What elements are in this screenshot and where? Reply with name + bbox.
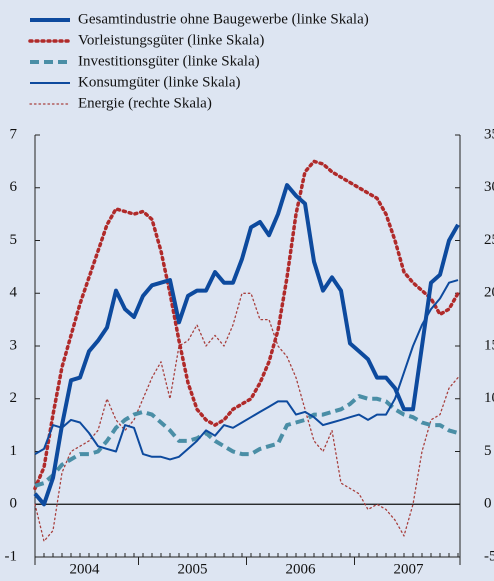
y2-tick-label: -5: [484, 548, 494, 564]
x-tick-label: 2005: [178, 561, 208, 577]
legend-label: Gesamtindustrie ohne Baugewerbe (linke S…: [78, 11, 369, 27]
y-tick-label: 1: [10, 443, 18, 459]
y-tick-label: 4: [10, 285, 18, 301]
y-tick-label: 5: [10, 232, 18, 248]
y-tick-label: 3: [10, 337, 18, 353]
y-tick-label: 7: [10, 126, 18, 142]
y2-tick-label: 0: [484, 496, 492, 512]
series-line: [34, 292, 459, 542]
y-tick-label: -1: [5, 548, 18, 564]
y-tick-label: 0: [10, 496, 18, 512]
series-line: [33, 159, 460, 491]
y2-tick-label: 20: [484, 285, 494, 301]
x-tick-label: 2004: [70, 561, 101, 577]
x-tick-label: 2006: [286, 561, 317, 577]
y2-tick-label: 35: [484, 126, 494, 142]
series-line: [34, 394, 459, 488]
series-line: [33, 183, 460, 507]
legend-label: Energie (rechte Skala): [78, 95, 212, 111]
legend-label: Investitionsgüter (linke Skala): [78, 53, 260, 69]
legend-label: Konsumgüter (linke Skala): [78, 74, 240, 90]
y2-tick-label: 30: [484, 179, 494, 195]
series-line: [34, 279, 459, 461]
legend-label: Vorleistungsgüter (linke Skala): [78, 32, 264, 48]
y2-tick-label: 25: [484, 232, 494, 248]
y2-tick-label: 5: [484, 443, 492, 459]
x-tick-label: 2007: [394, 561, 425, 577]
y2-tick-label: 10: [484, 390, 494, 406]
y-tick-label: 2: [10, 390, 18, 406]
y2-tick-label: 15: [484, 337, 494, 353]
y-tick-label: 6: [10, 179, 18, 195]
